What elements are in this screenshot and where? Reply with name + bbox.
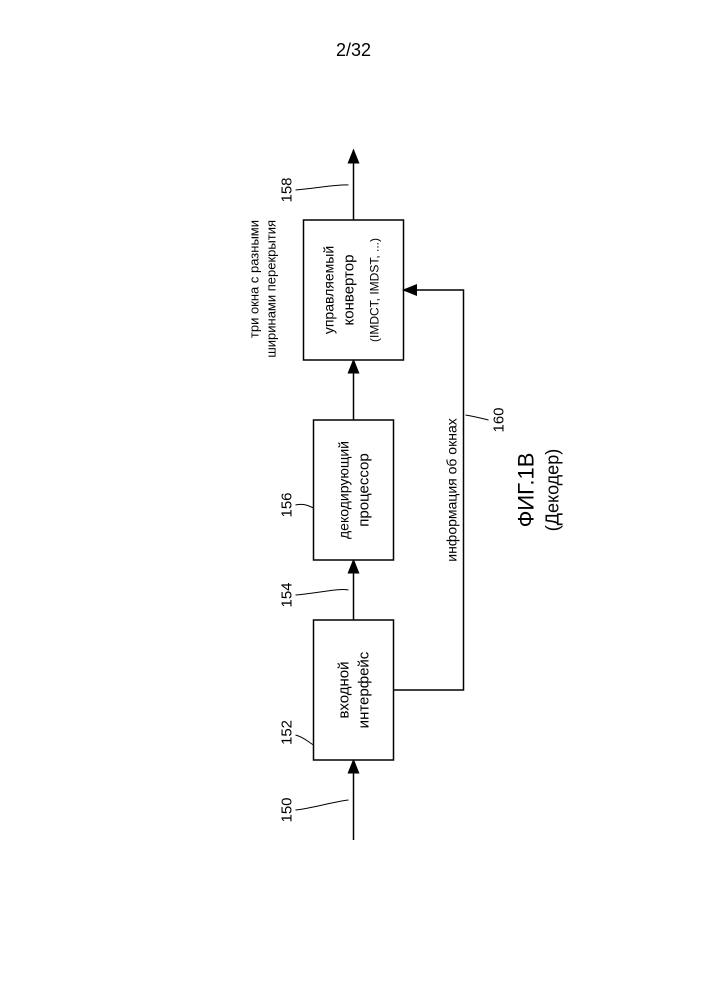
leader-152 — [296, 735, 314, 745]
block-decoder — [314, 420, 394, 560]
diagram-svg: 150 входной интерфейс 152 154 декодирующ… — [0, 0, 707, 1000]
ref-156: 156 — [279, 492, 296, 517]
leader-160 — [466, 415, 489, 420]
block2-line1: декодирующий — [336, 441, 352, 539]
output-note-line1: три окна с разными — [247, 220, 262, 338]
leader-158 — [296, 185, 349, 190]
block3-line2: конвертор — [341, 255, 358, 326]
figure-subtitle: (Декодер) — [543, 449, 563, 531]
leader-150 — [296, 800, 349, 810]
block2-line2: процессор — [356, 453, 373, 526]
leader-156 — [296, 504, 314, 508]
feedback-label: информация об окнах — [444, 418, 460, 562]
ref-154: 154 — [279, 582, 296, 607]
block3-line3: (IMDCT, IMDST, ...) — [368, 238, 382, 342]
figure-label: ФИГ.1В — [514, 453, 539, 528]
ref-152: 152 — [279, 720, 296, 745]
ref-158: 158 — [279, 177, 296, 202]
block3-line1: управляемый — [321, 246, 337, 334]
leader-154 — [296, 590, 349, 595]
block-input-interface — [314, 620, 394, 760]
block1-line1: входной — [336, 661, 353, 718]
output-note-line2: ширинами перекрытия — [264, 220, 279, 358]
ref-160: 160 — [491, 407, 508, 432]
ref-150: 150 — [279, 797, 296, 822]
block1-line2: интерфейс — [356, 651, 373, 728]
